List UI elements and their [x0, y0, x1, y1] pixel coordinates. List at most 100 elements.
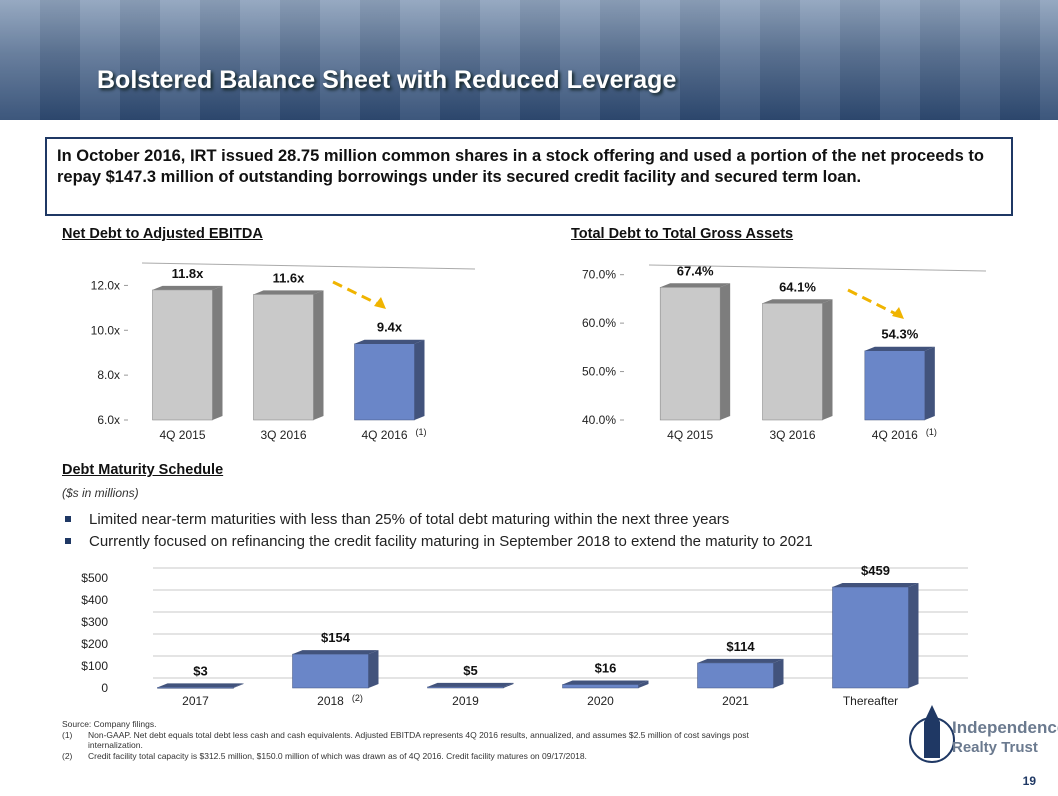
x-tick-label: 4Q 2015 [667, 428, 713, 442]
y-tick-label: 70.0% [582, 268, 616, 282]
bar-top [864, 346, 935, 351]
logo-text: Realty Trust [952, 739, 1038, 756]
value-label: 54.3% [881, 327, 918, 342]
bar-side [908, 583, 919, 688]
logo-tower [924, 722, 940, 758]
trend-arrow-head [374, 297, 386, 309]
y-tick-label: 12.0x [91, 278, 120, 292]
bar-side [212, 285, 223, 420]
value-label: $5 [463, 663, 477, 678]
bar-top [152, 285, 223, 290]
y-tick-label: $500 [81, 571, 108, 585]
category-note: (1) [926, 427, 937, 437]
bullet: Limited near-term maturities with less t… [65, 511, 813, 528]
x-tick-label: 2017 [182, 694, 209, 708]
bullet-text: Currently focused on refinancing the cre… [89, 533, 813, 550]
plot-edge [648, 264, 987, 272]
y-tick-label: 50.0% [582, 365, 616, 379]
bar [157, 687, 234, 689]
bar-top [427, 682, 514, 687]
bar-top [562, 680, 649, 685]
x-tick-label: 3Q 2016 [769, 428, 815, 442]
bar-top [292, 650, 379, 655]
bullet-marker [65, 516, 71, 523]
category-note: (1) [416, 427, 427, 437]
bar-side [822, 299, 833, 420]
y-tick-label: $400 [81, 593, 108, 607]
bar-top [762, 299, 833, 304]
bar-top [660, 283, 731, 288]
value-label: $16 [595, 660, 617, 675]
y-tick-label: $300 [81, 615, 108, 629]
chart-title: Net Debt to Adjusted EBITDA [62, 226, 263, 242]
value-label: 64.1% [779, 279, 816, 294]
value-label: $154 [321, 630, 351, 645]
y-tick-label: $200 [81, 637, 108, 651]
footnote: (1) Non-GAAP. Net debt equals total debt … [62, 730, 802, 751]
bar [354, 343, 415, 421]
bar-top [354, 339, 425, 344]
bullet: Currently focused on refinancing the cre… [65, 533, 813, 550]
banner-texture [0, 0, 1058, 120]
bar-side [638, 680, 649, 688]
intro-box: In October 2016, IRT issued 28.75 millio… [45, 137, 1013, 216]
slide-title: Bolstered Balance Sheet with Reduced Lev… [97, 66, 677, 94]
bar-top [832, 583, 919, 588]
footnote-text: Credit facility total capacity is $312.5… [88, 750, 587, 761]
logo: Independence Realty Trust [909, 705, 1058, 763]
plot-edge [141, 262, 476, 270]
y-tick-label: 40.0% [582, 413, 616, 427]
bar-side [414, 339, 425, 420]
footnotes: Source: Company filings. (1) Non-GAAP. Ne… [62, 719, 802, 761]
value-label: $114 [726, 639, 755, 654]
bullet-marker [65, 538, 71, 545]
footnote-marker: (2) [62, 750, 73, 761]
bar [253, 294, 314, 421]
y-tick-label: $100 [81, 659, 108, 673]
value-label: $459 [861, 563, 890, 578]
x-tick-label: 2021 [722, 694, 749, 708]
bar [697, 662, 774, 689]
logo-text: Independence [952, 718, 1058, 737]
category-note: (2) [352, 693, 363, 703]
x-tick-label: 2018 [317, 694, 344, 708]
bar-side [368, 650, 379, 688]
trend-arrow [332, 280, 381, 307]
bar [562, 684, 639, 689]
y-tick-label: 8.0x [97, 368, 120, 382]
bar-side [720, 283, 731, 420]
x-tick-label: 4Q 2016 [872, 428, 918, 442]
logo-roof [924, 705, 940, 722]
y-tick-label: 10.0x [91, 323, 120, 337]
bar-top [697, 658, 784, 663]
bar-side [773, 658, 784, 688]
x-tick-label: 2019 [452, 694, 479, 708]
bar-side [313, 290, 324, 420]
y-tick-label: 0 [101, 681, 108, 695]
footnote-text: Non-GAAP. Net debt equals total debt les… [88, 729, 749, 751]
y-tick-label: 60.0% [582, 316, 616, 330]
trend-arrow-head [892, 307, 904, 319]
bar-top [253, 290, 324, 295]
chart-title: Total Debt to Total Gross Assets [571, 226, 794, 242]
x-tick-label: 2020 [587, 694, 614, 708]
bar [762, 303, 823, 421]
bullet-list: Limited near-term maturities with less t… [65, 511, 813, 555]
x-tick-label: 3Q 2016 [260, 428, 306, 442]
value-label: 11.8x [172, 266, 205, 281]
bar [864, 350, 926, 421]
bar [427, 686, 504, 689]
banner [0, 0, 1058, 120]
bullet-text: Limited near-term maturities with less t… [89, 511, 730, 528]
bar-side [503, 682, 514, 688]
value-label: 11.6x [273, 270, 306, 285]
x-tick-label: Thereafter [843, 694, 898, 708]
trend-arrow [847, 288, 899, 317]
bar-side [924, 346, 935, 420]
bar-top [157, 683, 244, 688]
bar-side [233, 683, 244, 688]
footnote-marker: (1) [62, 729, 73, 740]
chart-subtitle: ($s in millions) [62, 486, 139, 500]
chart-title: Debt Maturity Schedule [62, 462, 224, 478]
